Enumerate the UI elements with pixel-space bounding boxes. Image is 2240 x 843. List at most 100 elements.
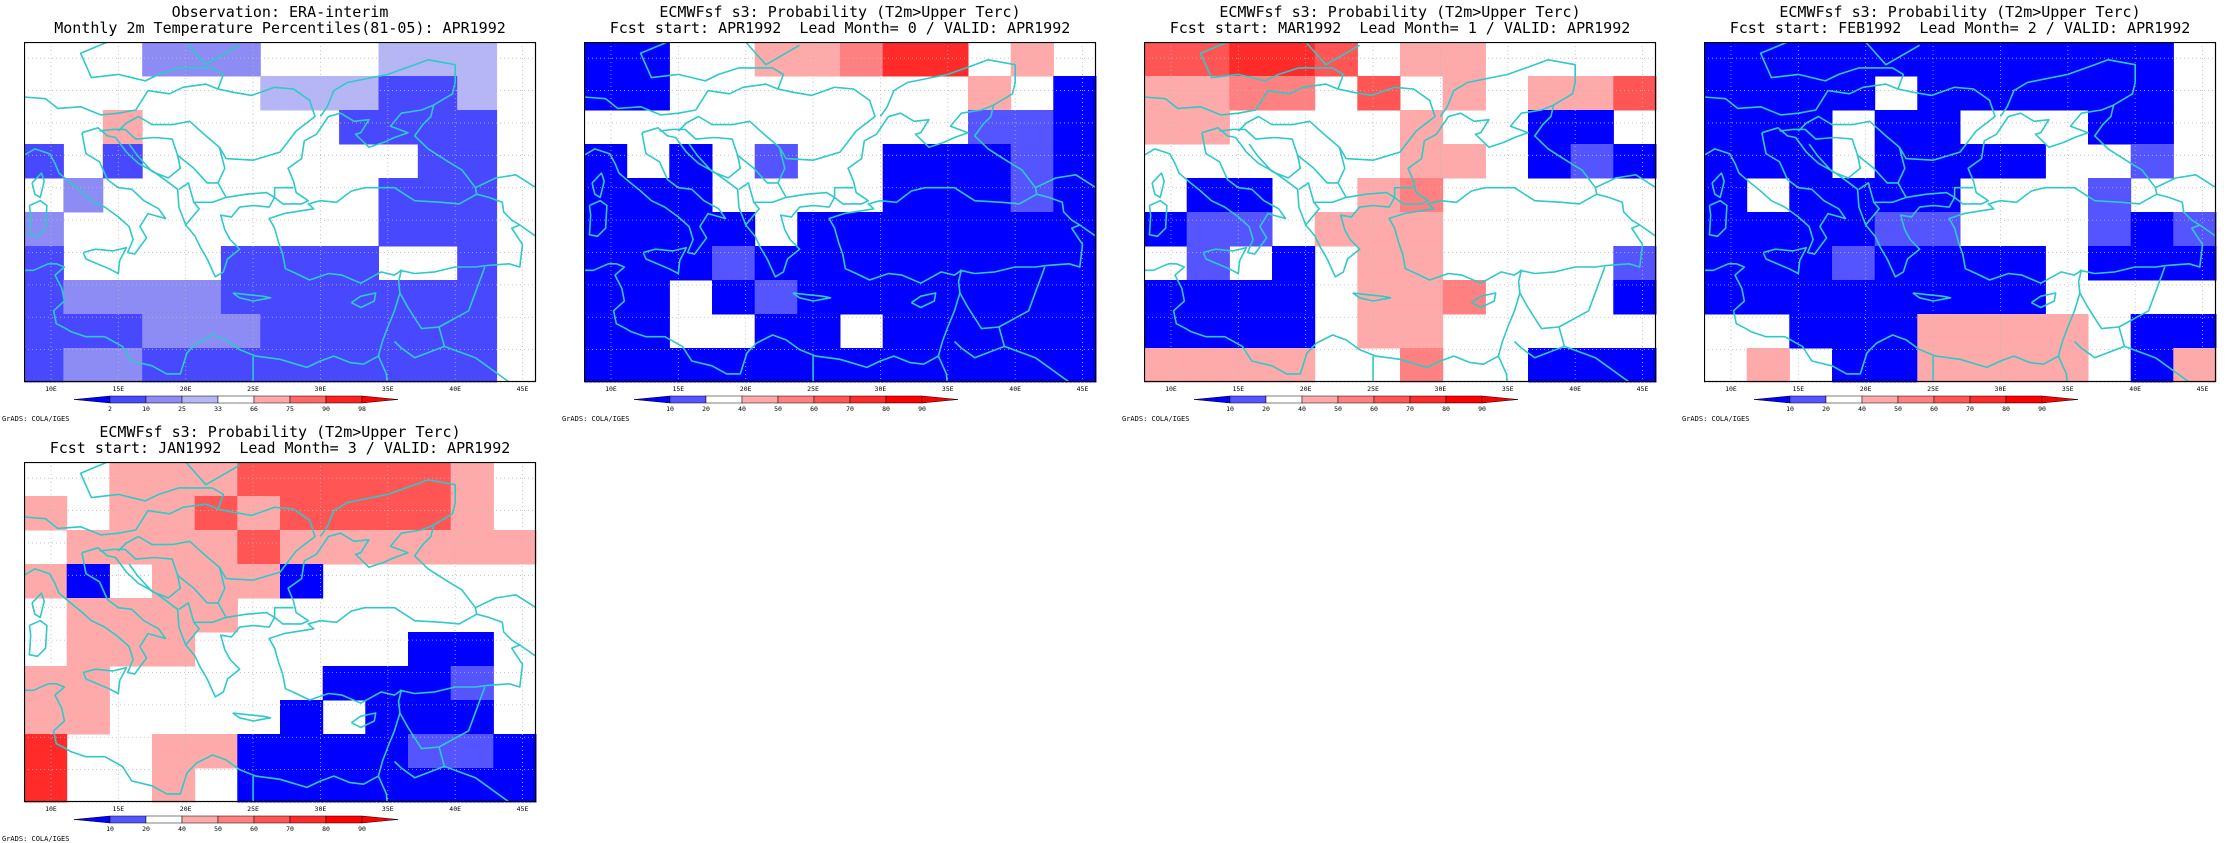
grid-cell	[280, 700, 324, 735]
grid-cell	[1229, 178, 1273, 213]
map-svg: 50N48N46N44N42N40N38N36N34N32N30N10E15E2…	[1704, 42, 2217, 413]
grid-cell	[365, 530, 409, 565]
coastline-path	[1151, 172, 1166, 199]
coastline-path	[28, 619, 48, 658]
graticule	[24, 462, 536, 803]
panel-title-line1: Observation: ERA-interim	[171, 3, 389, 21]
coastline-path	[1513, 292, 1566, 359]
panel-title-line1: ECMWFsf s3: Probability (T2m>Upper Terc)	[1779, 3, 2141, 21]
coastline-path	[438, 266, 486, 328]
colorbar-segment	[1445, 395, 1483, 404]
grid-cell	[1400, 280, 1444, 315]
grid-cell	[1789, 280, 1833, 315]
grid-cell	[66, 700, 110, 735]
coastline-path	[82, 246, 128, 275]
colorbar-segment	[217, 395, 255, 404]
grid-cell	[339, 314, 379, 349]
grid-cell	[1186, 212, 1230, 247]
grid-cell	[1010, 280, 1054, 315]
colorbar-segment	[145, 815, 183, 824]
grid-cell	[882, 348, 926, 383]
map-plot: 50N48N46N44N42N40N38N36N34N32N30N10E15E2…	[24, 462, 544, 836]
grid-cell	[24, 314, 64, 349]
colorbar-segment	[253, 395, 291, 404]
grid-cell	[109, 530, 153, 565]
longitude-tick-label: 10E	[1725, 385, 1737, 393]
grid-cell	[450, 768, 494, 803]
grid-cell	[882, 212, 926, 247]
grid-cell	[378, 76, 419, 111]
coastline-path	[273, 186, 294, 198]
grid-cell	[2002, 144, 2046, 179]
grid-cell	[24, 564, 68, 599]
anomaly-cells	[1704, 42, 2217, 383]
grid-cell	[669, 246, 713, 281]
colorbar: 10 20 40 50 60 70 80 90	[633, 395, 959, 413]
grid-cell	[968, 280, 1012, 315]
coastline-path	[24, 552, 167, 675]
grid-cell	[2088, 246, 2132, 281]
longitude-tick-label: 10E	[1165, 385, 1177, 393]
grid-cell	[669, 348, 713, 383]
anomaly-cells	[24, 42, 498, 383]
grid-cell	[925, 246, 969, 281]
grid-cell	[2130, 42, 2174, 77]
colorbar-tick-label: 98	[358, 405, 366, 413]
colorbar-segment	[181, 395, 219, 404]
coastline-path	[959, 193, 1084, 275]
grid-cell	[1010, 42, 1054, 77]
grid-cell	[1960, 42, 2004, 77]
grid-cell	[626, 314, 670, 349]
grads-credit: GrADS: COLA/IGES	[1122, 415, 1190, 423]
grid-cell	[280, 462, 324, 497]
coastline-path	[377, 775, 388, 802]
coastline-path	[350, 292, 377, 309]
grid-cell	[1917, 246, 1961, 281]
grid-cell	[1704, 144, 1748, 179]
grid-cell	[584, 144, 628, 179]
coastline-path	[1144, 104, 1598, 375]
coastline-path	[519, 224, 536, 237]
panel-title-line1: ECMWFsf s3: Probability (T2m>Upper Terc)	[99, 423, 461, 441]
coastline-path	[677, 86, 876, 161]
grid-cell	[584, 314, 628, 349]
grid-cell	[181, 280, 222, 315]
longitude-tick-label: 15E	[112, 805, 124, 813]
grid-cell	[299, 280, 340, 315]
map-plot: 50N48N46N44N42N40N38N36N34N32N30N10E15E2…	[1144, 42, 1664, 416]
colorbar-segment	[1481, 395, 1519, 404]
grid-cell	[280, 496, 324, 531]
grid-cell	[1874, 246, 1918, 281]
longitude-tick-label: 35E	[1502, 385, 1514, 393]
grid-cell	[584, 76, 628, 111]
grid-cell	[754, 348, 798, 383]
grid-cell	[2088, 178, 2132, 213]
grid-cell	[1832, 76, 1876, 111]
longitude-tick-label: 25E	[1367, 385, 1379, 393]
grid-cell	[1704, 42, 1748, 77]
longitude-tick-label: 40E	[1009, 385, 1021, 393]
colorbar-tick-label: 70	[286, 825, 294, 833]
grid-cell	[457, 280, 498, 315]
coastline-path	[1497, 355, 1508, 382]
colorbar-segment	[1897, 395, 1935, 404]
coastline-path	[1337, 182, 1347, 198]
grid-cell	[102, 280, 143, 315]
grid-cell	[378, 212, 419, 247]
panel-title-line2: Monthly 2m Temperature Percentiles(81-05…	[54, 19, 506, 37]
grid-cell	[1960, 280, 2004, 315]
coastline-path	[2155, 174, 2216, 189]
grid-cell	[754, 246, 798, 281]
colorbar-segment	[2041, 395, 2079, 404]
coastline-path	[177, 147, 226, 184]
colorbar-segment	[1969, 395, 2007, 404]
grid-cell	[1272, 246, 1316, 281]
grid-cell	[1053, 348, 1097, 383]
grid-cell	[925, 42, 969, 77]
grid-cell	[968, 348, 1012, 383]
longitude-tick-label: 45E	[517, 385, 529, 393]
grid-cell	[712, 348, 756, 383]
coastline-path	[438, 686, 486, 748]
coastline-path	[1704, 104, 2158, 375]
coastline-path	[399, 193, 524, 275]
